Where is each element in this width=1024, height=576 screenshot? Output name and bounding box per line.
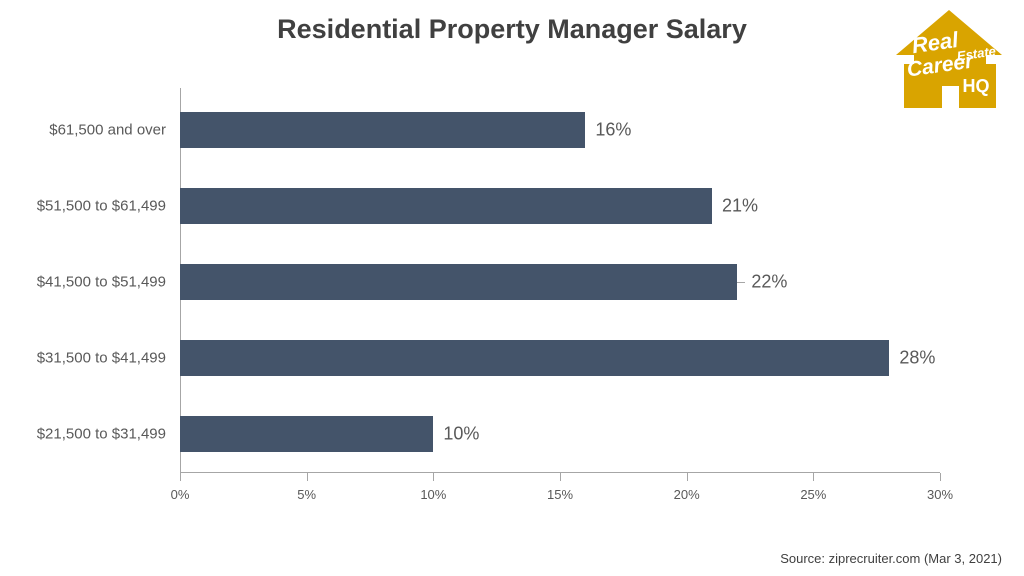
leader-line bbox=[737, 282, 745, 283]
bar-row: $51,500 to $61,49921% bbox=[180, 188, 940, 224]
svg-text:HQ: HQ bbox=[963, 76, 990, 96]
x-tick-label: 20% bbox=[674, 487, 700, 502]
bar: 22% bbox=[180, 264, 737, 300]
value-label: 28% bbox=[899, 348, 935, 369]
x-tick bbox=[307, 473, 308, 481]
value-label: 21% bbox=[722, 196, 758, 217]
x-tick-label: 10% bbox=[420, 487, 446, 502]
bar-row: $31,500 to $41,49928% bbox=[180, 340, 940, 376]
bar: 21% bbox=[180, 188, 712, 224]
value-label: 10% bbox=[443, 424, 479, 445]
category-label: $61,500 and over bbox=[49, 122, 166, 139]
x-tick bbox=[813, 473, 814, 481]
bar: 16% bbox=[180, 112, 585, 148]
x-tick-label: 30% bbox=[927, 487, 953, 502]
source-text: Source: ziprecruiter.com (Mar 3, 2021) bbox=[780, 551, 1002, 566]
value-label: 16% bbox=[595, 120, 631, 141]
chart-container: Residential Property Manager Salary Real… bbox=[0, 0, 1024, 576]
x-tick bbox=[560, 473, 561, 481]
category-label: $31,500 to $41,499 bbox=[37, 350, 166, 367]
bar-row: $61,500 and over16% bbox=[180, 112, 940, 148]
category-label: $41,500 to $51,499 bbox=[37, 274, 166, 291]
category-label: $21,500 to $31,499 bbox=[37, 426, 166, 443]
x-tick bbox=[433, 473, 434, 481]
bar: 28% bbox=[180, 340, 889, 376]
x-tick-label: 15% bbox=[547, 487, 573, 502]
x-tick-label: 25% bbox=[800, 487, 826, 502]
value-label: 22% bbox=[751, 272, 787, 293]
x-tick bbox=[940, 473, 941, 481]
chart-title: Residential Property Manager Salary bbox=[0, 14, 1024, 45]
category-label: $51,500 to $61,499 bbox=[37, 198, 166, 215]
bar-row: $21,500 to $31,49910% bbox=[180, 416, 940, 452]
x-tick bbox=[180, 473, 181, 481]
bar-row: $41,500 to $51,49922% bbox=[180, 264, 940, 300]
x-tick bbox=[687, 473, 688, 481]
plot-area: 0%5%10%15%20%25%30%$61,500 and over16%$5… bbox=[180, 88, 940, 508]
bar: 10% bbox=[180, 416, 433, 452]
x-tick-label: 5% bbox=[297, 487, 316, 502]
x-tick-label: 0% bbox=[171, 487, 190, 502]
